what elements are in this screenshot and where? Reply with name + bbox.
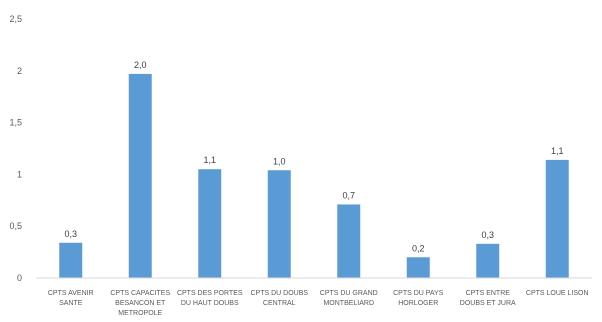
bar [545, 159, 569, 278]
data-labels: 0,3 2,0 1,1 1,0 0,7 0,2 0,3 1,1 [64, 60, 563, 253]
y-tick-label: 2 [17, 66, 22, 76]
y-tick-label: 0 [17, 273, 22, 283]
category-labels: CPTS AVENIR SANTE CPTS CAPACITES BESANCON E… [48, 290, 589, 317]
bar [128, 73, 152, 279]
x-category-label: DOUBS ET JURA [460, 300, 516, 307]
y-tick-label: 2,5 [9, 14, 22, 24]
x-category-label: HORLOGER [398, 300, 438, 307]
x-category-label: MONTBELIARD [323, 300, 374, 307]
x-category-label: CPTS LOUE LISON [526, 290, 589, 297]
bar [267, 170, 291, 278]
x-category-label: CPTS ENTRE [466, 290, 511, 297]
x-category-label: CPTS DU PAYS [393, 290, 444, 297]
y-tick-label: 0,5 [9, 221, 22, 231]
x-category-label: CPTS AVENIR [48, 290, 94, 297]
x-category-label: CENTRAL [263, 300, 296, 307]
x-category-label: CPTS CAPACITES [110, 290, 170, 297]
x-category-label: CPTS DU GRAND [320, 290, 378, 297]
data-label: 0,2 [412, 243, 425, 253]
data-label: 2,0 [134, 60, 147, 70]
bars [59, 73, 569, 279]
x-category-label: CPTS DU DOUBS [250, 290, 308, 297]
y-tick-label: 1,5 [9, 118, 22, 128]
x-category-label: CPTS DES PORTES [177, 290, 243, 297]
y-axis-tick-labels: 0 0,5 1 1,5 2 2,5 [9, 14, 22, 283]
x-category-label: METROPOLE [118, 310, 162, 317]
bar [59, 242, 83, 278]
data-label: 1,1 [551, 146, 564, 156]
bar [198, 169, 222, 278]
x-category-label: BESANCON ET [115, 300, 166, 307]
data-label: 0,3 [64, 229, 77, 239]
x-category-label: DU HAUT DOUBS [181, 300, 239, 307]
bar [337, 204, 361, 278]
bar [406, 257, 430, 278]
bar [476, 243, 500, 278]
y-tick-label: 1 [17, 169, 22, 179]
data-label: 1,1 [203, 155, 216, 165]
x-category-label: SANTE [59, 300, 83, 307]
data-label: 0,3 [481, 230, 494, 240]
data-label: 0,7 [342, 190, 355, 200]
data-label: 1,0 [273, 156, 286, 166]
